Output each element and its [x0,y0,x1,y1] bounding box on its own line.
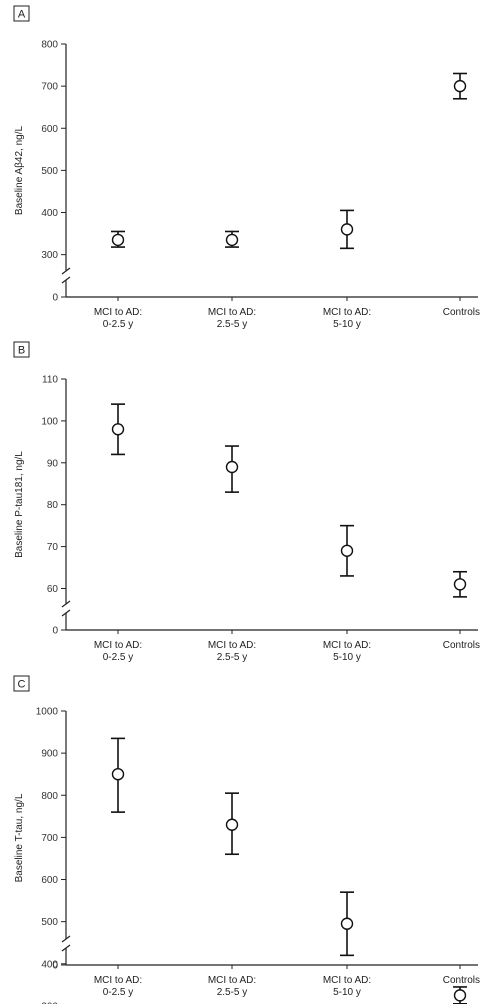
chart-panel-c: C 0 300 400 500 600 700 800 900 1000 Baseline T-ta… [13,675,480,1004]
panel-letter-box [13,675,30,692]
x-category-label: 5-10 y [333,319,361,330]
chart-panel-a: A 0 300 400 500 600 700 800 Baseline Aβ42, ng/L M… [13,5,480,330]
data-point [340,223,354,236]
y-tick-label: 90 [47,458,59,469]
y-tick-label: 100 [41,416,58,427]
y-tick-label: 400 [41,208,58,219]
data-point [111,233,125,247]
data-point [453,989,467,1002]
x-category-label: MCI to AD: [208,975,256,986]
x-category-label: MCI to AD: [208,640,256,651]
x-category-label: Controls [443,975,480,986]
y-tick-label: 0 [52,961,58,972]
axis-break-mark [61,600,71,608]
y-tick-label: 600 [41,124,58,135]
x-category-label: 5-10 y [333,652,361,663]
y-tick-label: 500 [41,166,58,177]
y-tick-label: 900 [41,749,58,760]
y-axis-label: Baseline Aβ42, ng/L [14,125,25,215]
y-tick-label: 110 [42,375,58,386]
x-category-label: MCI to AD: [323,975,371,986]
data-point [111,767,125,781]
y-tick-label: 600 [41,875,58,886]
y-tick-label: 800 [41,791,58,802]
data-point [453,578,467,591]
y-tick-label: 700 [41,82,58,93]
data-point [225,818,239,831]
x-category-label: 5-10 y [333,987,361,998]
data-point [453,79,467,93]
data-point [111,423,125,436]
panel-letter: B [18,345,25,357]
x-category-label: MCI to AD: [323,640,371,651]
y-axis-label: Baseline P-tau181, ng/L [14,451,25,558]
y-tick-label: 800 [41,40,58,51]
x-category-label: 0-2.5 y [103,652,134,663]
chart-panel-b: B 0 60 70 80 90 100 110 Baseline P-tau181, ng/L M… [13,341,480,663]
x-category-label: MCI to AD: [94,640,142,651]
panel-letter-box [13,341,30,358]
x-category-label: 2.5-5 y [217,987,248,998]
x-category-label: MCI to AD: [94,307,142,318]
axis-break-mark [61,944,71,952]
x-category-label: 2.5-5 y [217,652,248,663]
axis-break-mark [61,267,71,275]
y-tick-label: 500 [41,917,58,928]
y-tick-label: 0 [52,626,58,637]
axis-break-mark [61,609,71,617]
x-category-label: MCI to AD: [208,307,256,318]
data-point [225,233,239,247]
y-tick-label: 60 [47,584,59,595]
panel-letter: A [18,9,26,21]
y-tick-label: 0 [52,293,58,304]
x-category-label: MCI to AD: [94,975,142,986]
y-axis-label: Baseline T-tau, ng/L [14,793,25,882]
x-category-label: MCI to AD: [323,307,371,318]
y-tick-label: 70 [47,542,59,553]
data-point [340,917,354,930]
x-category-label: 0-2.5 y [103,319,134,330]
y-tick-label: 300 [41,1001,58,1004]
x-category-label: 0-2.5 y [103,987,134,998]
data-point [340,544,354,557]
x-category-label: Controls [443,307,480,318]
x-category-label: Controls [443,640,480,651]
panel-letter-box [13,5,30,22]
y-tick-label: 1000 [36,707,59,718]
y-tick-label: 700 [41,833,58,844]
y-tick-label: 80 [47,500,59,511]
axis-break-mark [61,276,71,284]
y-tick-label: 400 [41,959,58,970]
axis-break-mark [61,935,71,943]
x-category-label: 2.5-5 y [217,319,248,330]
data-point [225,460,239,474]
y-tick-label: 300 [41,250,58,261]
panel-letter: C [18,679,26,691]
